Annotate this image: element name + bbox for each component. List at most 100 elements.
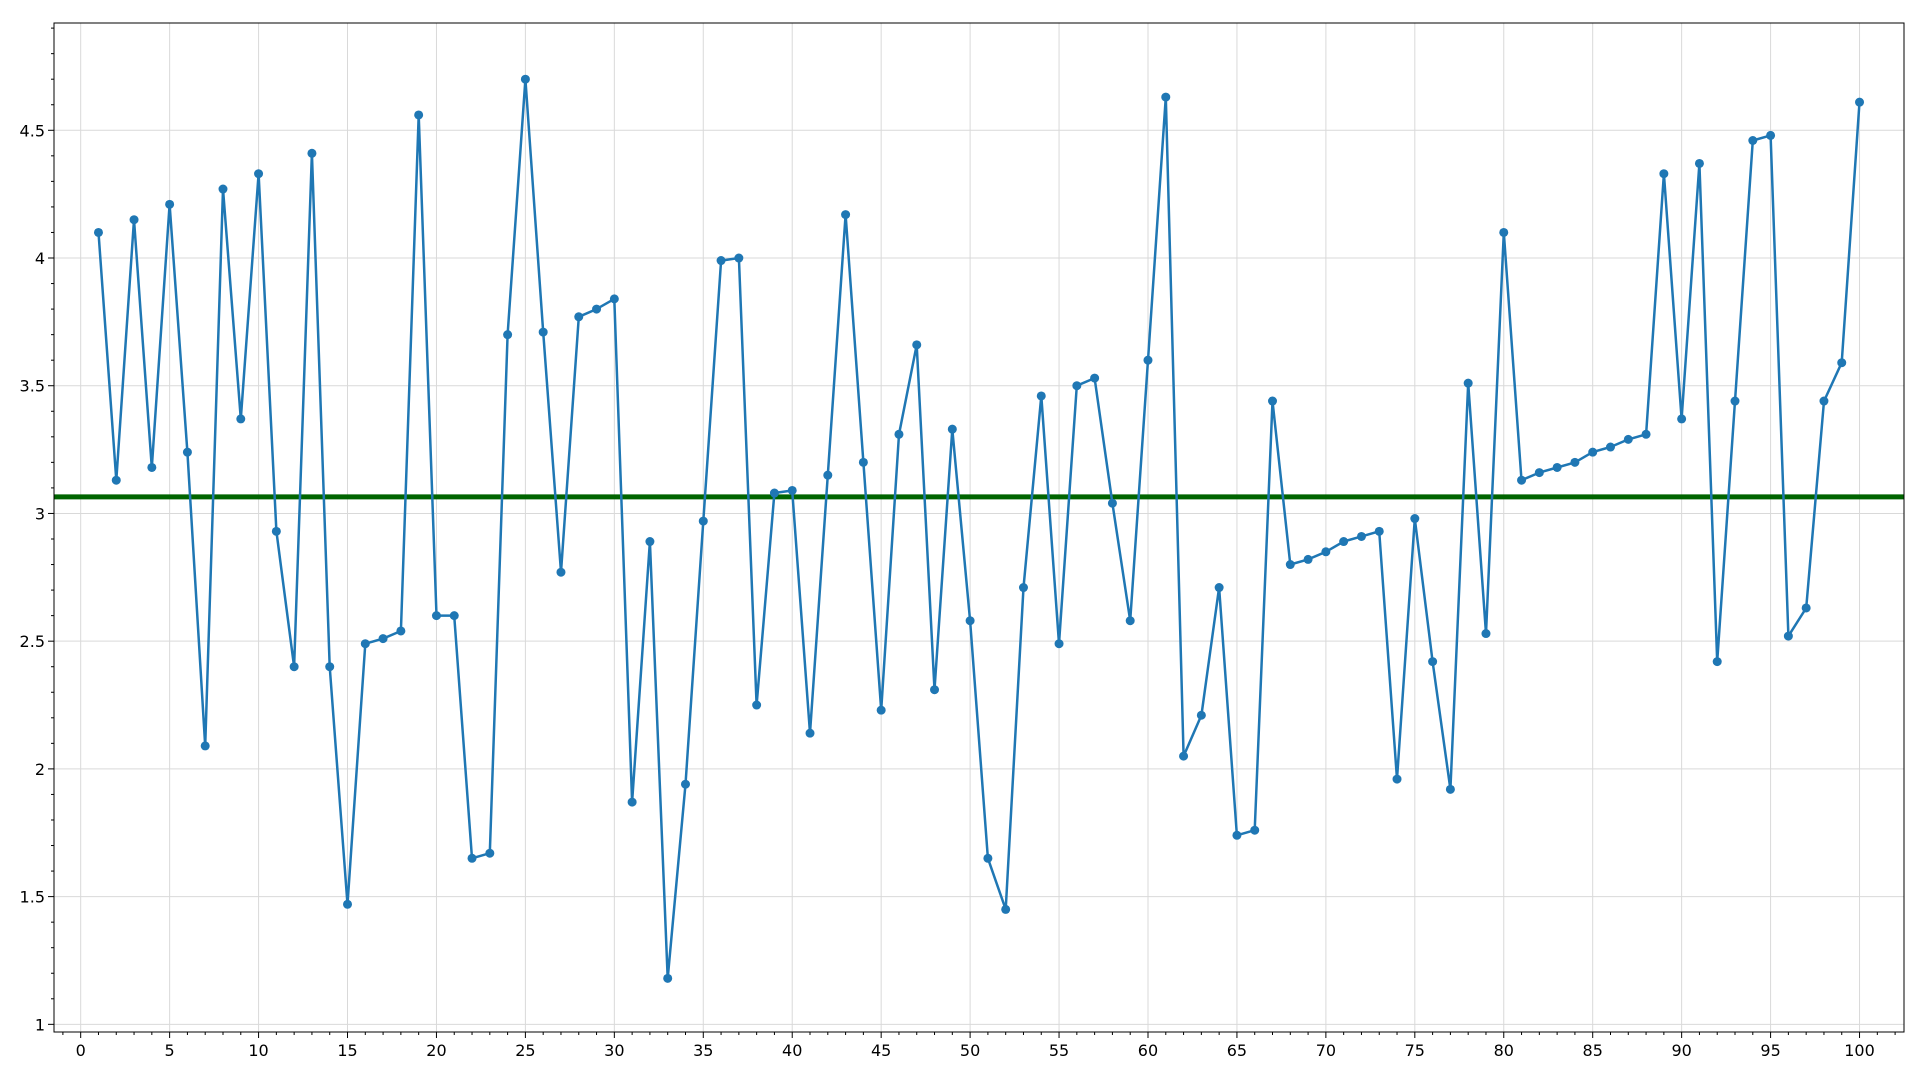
data-point: [1214, 583, 1224, 593]
data-point: [218, 184, 228, 194]
x-tick-label: 80: [1494, 1041, 1514, 1060]
data-point: [1107, 498, 1117, 508]
data-point: [325, 662, 335, 672]
data-point: [1054, 639, 1064, 649]
data-point: [1001, 904, 1011, 914]
x-tick-label: 5: [165, 1041, 175, 1060]
data-point: [1285, 560, 1295, 570]
data-point: [520, 74, 530, 84]
x-tick-label: 35: [693, 1041, 713, 1060]
data-point: [1250, 825, 1260, 835]
x-tick-label: 45: [871, 1041, 891, 1060]
data-point: [165, 199, 175, 209]
y-tick-label: 2: [35, 760, 45, 779]
data-point: [1036, 391, 1046, 401]
y-tick-label: 1: [35, 1015, 45, 1034]
data-point: [1712, 657, 1722, 667]
x-tick-label: 15: [337, 1041, 357, 1060]
data-point: [1481, 629, 1491, 639]
x-tick-label: 95: [1760, 1041, 1780, 1060]
data-point: [396, 626, 406, 636]
data-point: [1356, 531, 1366, 541]
x-tick-label: 55: [1049, 1041, 1069, 1060]
data-point: [787, 485, 797, 495]
data-point: [200, 741, 210, 751]
data-point: [698, 516, 708, 526]
x-tick-label: 60: [1138, 1041, 1158, 1060]
data-point: [858, 457, 868, 467]
data-point: [1125, 616, 1135, 626]
data-point: [1677, 414, 1687, 424]
data-point: [307, 148, 317, 158]
data-point: [538, 327, 548, 337]
data-point: [1339, 537, 1349, 547]
x-tick-label: 20: [426, 1041, 446, 1060]
data-point: [1196, 710, 1206, 720]
data-point: [556, 567, 566, 577]
data-point: [467, 853, 477, 863]
data-point: [1605, 442, 1615, 452]
y-tick-label: 3.5: [20, 377, 45, 396]
data-point: [574, 312, 584, 322]
data-point: [983, 853, 993, 863]
data-point: [1090, 373, 1100, 383]
data-point: [111, 475, 121, 485]
data-point: [1588, 447, 1598, 457]
data-point: [609, 294, 619, 304]
data-point: [663, 973, 673, 983]
x-tick-label: 40: [782, 1041, 802, 1060]
data-point: [1143, 355, 1153, 365]
x-tick-label: 75: [1405, 1041, 1425, 1060]
data-point: [1570, 457, 1580, 467]
x-tick-label: 50: [960, 1041, 980, 1060]
data-point: [1534, 468, 1544, 478]
data-point: [236, 414, 246, 424]
data-point: [716, 256, 726, 266]
data-point: [1641, 429, 1651, 439]
data-point: [734, 253, 744, 263]
data-point: [1819, 396, 1829, 406]
x-tick-label: 30: [604, 1041, 624, 1060]
data-point: [1623, 434, 1633, 444]
data-point: [93, 227, 103, 237]
data-point: [912, 340, 922, 350]
data-point: [752, 700, 762, 710]
data-point: [823, 470, 833, 480]
y-tick-label: 1.5: [20, 888, 45, 907]
data-point: [930, 685, 940, 695]
data-point: [449, 611, 459, 621]
data-point: [1463, 378, 1473, 388]
data-point: [1072, 381, 1082, 391]
data-point: [841, 210, 851, 220]
data-point: [254, 169, 264, 179]
grid-lines: [54, 23, 1904, 1032]
data-point: [129, 215, 139, 225]
x-tick-label: 0: [76, 1041, 86, 1060]
x-tick-label: 90: [1671, 1041, 1691, 1060]
data-point: [680, 779, 690, 789]
x-tick-label: 10: [248, 1041, 268, 1060]
data-point: [1321, 547, 1331, 557]
y-tick-label: 4: [35, 249, 45, 268]
data-point: [271, 526, 281, 536]
data-point: [805, 728, 815, 738]
data-point: [1837, 358, 1847, 368]
data-point: [360, 639, 370, 649]
data-point: [1801, 603, 1811, 613]
series-layer: [93, 74, 1865, 983]
data-point: [1445, 784, 1455, 794]
data-point: [1018, 583, 1028, 593]
data-point: [503, 330, 513, 340]
data-point: [1748, 136, 1758, 146]
data-point: [1161, 92, 1171, 102]
data-point: [1428, 657, 1438, 667]
data-point: [431, 611, 441, 621]
data-point: [1730, 396, 1740, 406]
data-point: [894, 429, 904, 439]
data-point: [1659, 169, 1669, 179]
data-point: [1179, 751, 1189, 761]
data-point: [1766, 130, 1776, 140]
data-point: [876, 705, 886, 715]
data-point: [182, 447, 192, 457]
x-tick-label: 70: [1316, 1041, 1336, 1060]
